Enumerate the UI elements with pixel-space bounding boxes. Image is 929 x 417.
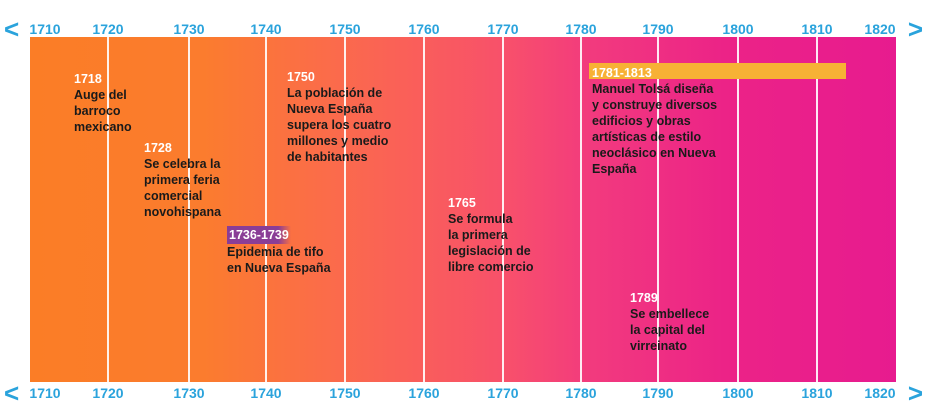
tick-label-1730: 1730 <box>173 385 205 401</box>
scroll-right-arrow-icon[interactable]: > <box>907 14 923 44</box>
range-bar-1781-1813 <box>589 63 846 79</box>
gridline-1750 <box>344 37 346 382</box>
gridline-1730 <box>188 37 190 382</box>
event-1781-1813: 1781-1813 Manuel Tolsá diseña y construy… <box>592 65 717 177</box>
gridline-1810 <box>816 37 818 382</box>
tick-label-1780: 1780 <box>565 21 597 37</box>
event-year: 1750 <box>287 70 315 84</box>
event-description: Epidemia de tifo en Nueva España <box>227 245 331 275</box>
event-year: 1765 <box>448 196 476 210</box>
gridline-1800 <box>737 37 739 382</box>
tick-label-1750: 1750 <box>329 385 361 401</box>
tick-label-1820: 1820 <box>864 21 896 37</box>
event-description: Se embellece la capital del virreinato <box>630 307 710 353</box>
event-year: 1718 <box>74 72 102 86</box>
tick-label-1760: 1760 <box>408 21 440 37</box>
event-1728: 1728 Se celebra la primera feria comerci… <box>144 140 221 220</box>
tick-label-1740: 1740 <box>250 385 282 401</box>
event-description: Manuel Tolsá diseña y construye diversos… <box>592 82 718 176</box>
tick-label-1790: 1790 <box>642 21 674 37</box>
gridline-1760 <box>423 37 425 382</box>
tick-label-1800: 1800 <box>722 385 754 401</box>
tick-label-1820: 1820 <box>864 385 896 401</box>
event-1750: 1750 La población de Nueva España supera… <box>287 69 391 165</box>
event-description: Se celebra la primera feria comercial no… <box>144 157 222 219</box>
event-year: 1781-1813 <box>592 66 652 80</box>
gridline-1720 <box>107 37 109 382</box>
scroll-left-arrow-icon[interactable]: < <box>4 378 20 408</box>
event-1718: 1718 Auge del barroco mexicano <box>74 71 132 135</box>
tick-label-1720: 1720 <box>92 385 124 401</box>
tick-label-1750: 1750 <box>329 21 361 37</box>
event-year-badge: 1736-1739 <box>227 226 291 244</box>
tick-label-1760: 1760 <box>408 385 440 401</box>
tick-label-1810: 1810 <box>801 21 833 37</box>
top-axis: < > 1710 1720 1730 1740 1750 1760 1770 1780 1790… <box>0 14 929 44</box>
bottom-axis: < > 1710 1720 1730 1740 1750 1760 1770 1780 1790… <box>0 378 929 408</box>
tick-label-1720: 1720 <box>92 21 124 37</box>
event-1789: 1789 Se embellece la capital del virrein… <box>630 290 709 354</box>
tick-label-1710: 1710 <box>29 385 61 401</box>
gridline-1790 <box>657 37 659 382</box>
tick-label-1740: 1740 <box>250 21 282 37</box>
event-1736-1739: 1736-1739 Epidemia de tifo en Nueva Espa… <box>227 226 331 276</box>
tick-label-1780: 1780 <box>565 385 597 401</box>
tick-label-1770: 1770 <box>487 385 519 401</box>
tick-label-1790: 1790 <box>642 385 674 401</box>
event-year: 1728 <box>144 141 172 155</box>
gridline-1780 <box>580 37 582 382</box>
scroll-right-arrow-icon[interactable]: > <box>907 378 923 408</box>
tick-label-1800: 1800 <box>722 21 754 37</box>
tick-label-1770: 1770 <box>487 21 519 37</box>
scroll-left-arrow-icon[interactable]: < <box>4 14 20 44</box>
gridline-1770 <box>502 37 504 382</box>
tick-label-1710: 1710 <box>29 21 61 37</box>
tick-label-1810: 1810 <box>801 385 833 401</box>
event-description: Se formula la primera legislación de lib… <box>448 212 534 274</box>
gridline-1740 <box>265 37 267 382</box>
event-description: La población de Nueva España supera los … <box>287 86 392 164</box>
timeline-band: 1718 Auge del barroco mexicano 1728 Se c… <box>30 37 896 382</box>
event-description: Auge del barroco mexicano <box>74 88 132 134</box>
event-year: 1789 <box>630 291 658 305</box>
event-1765: 1765 Se formula la primera legislación d… <box>448 195 533 275</box>
tick-label-1730: 1730 <box>173 21 205 37</box>
